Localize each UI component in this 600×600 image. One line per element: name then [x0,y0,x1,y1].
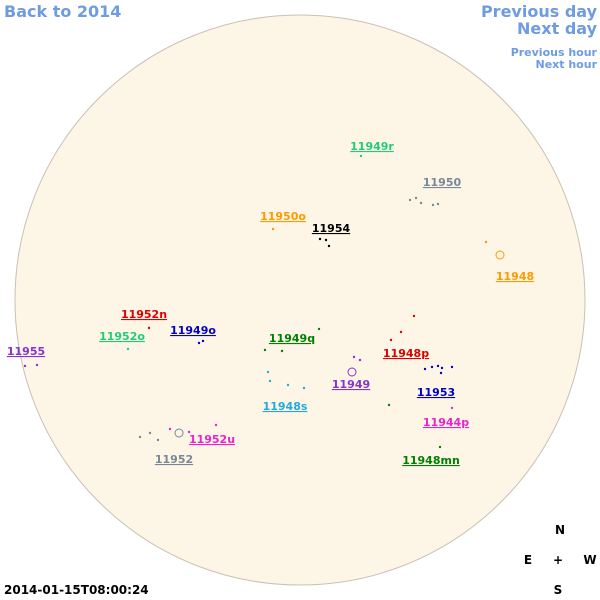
sunspot [174,428,184,438]
sunspot [450,365,454,369]
sunspot [197,341,201,345]
compass-north: N [555,523,565,537]
sunspot [23,364,27,368]
sunspot [156,438,160,442]
sunspot [317,327,321,331]
sunspot [450,406,454,410]
next-hour-link[interactable]: Next hour [536,58,598,71]
solar-disk [14,14,586,586]
sunspot [423,367,427,371]
sunspot [347,367,357,377]
sunspot [268,379,272,383]
sunspot [440,366,444,370]
sunspot [280,349,284,353]
sunspot [414,196,418,200]
sunspot [484,240,488,244]
sunspot [187,430,191,434]
region-label: 11948s [263,400,308,413]
sunspot [147,326,151,330]
sunspot [324,238,328,242]
sunspot [412,314,416,318]
region-label: 11949q [269,332,315,345]
sunspot [201,339,205,343]
sunspot [438,445,442,449]
previous-day-link[interactable]: Previous day [481,2,598,21]
sunspot [439,371,443,375]
region-label: 11948mn [402,454,460,467]
region-label: 11954 [312,222,351,235]
sunspot [436,202,440,206]
region-label: 11952o [99,330,145,343]
sunspot [138,435,142,439]
compass-center: + [553,553,563,567]
sunspot [495,250,505,260]
sunspot [408,198,412,202]
timestamp: 2014-01-15T08:00:24 [4,583,149,597]
sunspot [419,201,423,205]
sunspot [327,244,331,248]
region-label: 11952u [189,433,235,446]
sunspot [168,427,172,431]
region-label: 11949r [350,140,394,153]
region-label: 11952n [121,308,167,321]
region-label: 11950 [423,176,462,189]
sunspot [286,383,290,387]
sunspot [359,154,363,158]
sunspot [431,203,435,207]
sunspot [358,358,362,362]
sunspot [399,330,403,334]
region-label: 11948p [383,347,429,360]
sunspot [387,403,391,407]
region-label: 11944p [423,416,469,429]
region-label: 11949 [332,378,370,391]
sunspot [436,364,440,368]
compass-south: S [554,583,563,597]
sunspot [35,363,39,367]
sunspot [318,237,322,241]
next-day-link[interactable]: Next day [517,19,598,38]
sunspot [302,386,306,390]
compass-west: W [583,553,596,567]
sunspot [271,227,275,231]
sunspot [263,348,267,352]
region-label: 11953 [417,386,455,399]
previous-hour-link[interactable]: Previous hour [511,46,598,59]
compass-east: E [524,553,532,567]
back-link[interactable]: Back to 2014 [4,2,121,21]
region-label: 11955 [7,345,45,358]
sunspot [266,370,270,374]
sunspot [352,355,356,359]
region-label: 11948 [496,270,534,283]
region-label: 11952 [155,453,193,466]
region-label: 11950o [260,210,306,223]
sunspot [430,365,434,369]
sunspot [389,338,393,342]
sunspot [214,423,218,427]
sunspot [148,431,152,435]
sunspot [126,347,130,351]
region-label: 11949o [170,324,216,337]
